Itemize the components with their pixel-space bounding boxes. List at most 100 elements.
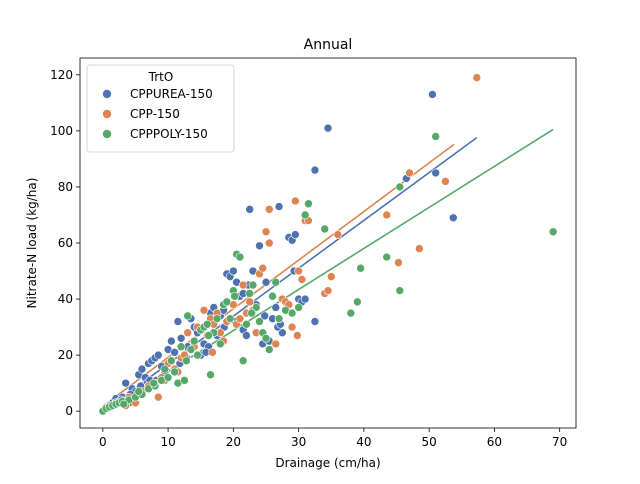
data-point <box>225 314 235 323</box>
data-point <box>271 339 281 349</box>
legend-marker <box>102 89 112 99</box>
data-point <box>271 277 281 287</box>
data-point <box>449 213 458 223</box>
y-tick-label: 80 <box>58 180 73 194</box>
data-point <box>206 370 215 380</box>
legend-label: CPPUREA-150 <box>130 87 213 101</box>
data-point <box>356 263 365 273</box>
data-point <box>173 317 183 326</box>
data-point <box>382 210 392 220</box>
data-point <box>245 297 254 307</box>
data-point <box>160 364 170 374</box>
x-tick-label: 60 <box>487 435 502 449</box>
legend-title: TrtO <box>148 70 174 84</box>
data-point <box>212 314 222 323</box>
x-tick-label: 10 <box>160 435 175 449</box>
data-point <box>245 289 254 298</box>
data-point <box>441 177 450 186</box>
x-tick-label: 0 <box>99 435 107 449</box>
data-point <box>431 132 440 141</box>
chart-title: Annual <box>304 37 353 53</box>
data-point <box>167 336 176 346</box>
data-point <box>431 168 440 178</box>
data-point <box>137 364 147 374</box>
data-point <box>333 230 343 239</box>
data-point <box>260 311 269 321</box>
legend-items: CPPUREA-150 CPP-150 CPPPOLY-150 <box>102 87 213 141</box>
data-point <box>229 266 238 276</box>
data-point <box>394 258 403 267</box>
data-point <box>235 314 245 323</box>
data-point <box>382 252 392 262</box>
data-point <box>222 297 232 307</box>
data-point <box>183 328 192 337</box>
data-point <box>176 342 186 352</box>
data-point <box>291 230 300 239</box>
data-point <box>304 199 313 209</box>
y-tick-label: 20 <box>58 348 73 362</box>
data-point <box>186 345 196 354</box>
data-point <box>258 263 268 273</box>
data-point <box>268 291 277 301</box>
data-point <box>245 205 254 214</box>
y-tick-label: 40 <box>58 292 73 306</box>
data-point <box>134 387 144 396</box>
y-tick-label: 60 <box>58 236 73 250</box>
data-point <box>297 275 307 284</box>
x-tick-label: 30 <box>291 435 306 449</box>
data-point <box>261 334 271 343</box>
y-tick-label: 120 <box>50 68 73 82</box>
data-point <box>346 308 356 318</box>
x-axis-label: Drainage (cm/ha) <box>275 456 380 470</box>
data-point <box>154 392 163 402</box>
data-point <box>193 350 202 360</box>
data-point <box>395 286 405 295</box>
data-point <box>415 244 424 253</box>
data-point <box>189 336 199 346</box>
data-point <box>149 378 159 388</box>
data-point <box>255 241 264 251</box>
legend-label: CPP-150 <box>130 107 180 121</box>
y-axis-ticks: 0 20 40 60 80 100 120 <box>50 68 80 418</box>
data-point <box>310 317 320 326</box>
data-point <box>274 202 284 211</box>
data-point <box>287 322 297 332</box>
data-point <box>242 319 251 329</box>
y-tick-label: 0 <box>65 404 73 418</box>
legend-label: CPPPOLY-150 <box>130 127 208 141</box>
data-point <box>291 196 300 206</box>
data-point <box>119 399 129 409</box>
data-point <box>251 303 261 312</box>
data-point <box>247 308 256 318</box>
data-point <box>264 345 274 354</box>
data-point <box>294 303 303 312</box>
data-point <box>472 73 482 82</box>
data-point <box>310 165 320 175</box>
data-point <box>121 378 130 388</box>
data-point <box>183 311 192 321</box>
data-point <box>238 280 248 290</box>
data-point <box>271 303 281 312</box>
data-point <box>167 356 176 366</box>
data-point <box>202 319 212 329</box>
data-point <box>154 350 163 360</box>
data-point <box>248 280 258 290</box>
data-point <box>176 334 186 343</box>
y-tick-label: 100 <box>50 124 73 138</box>
data-point <box>264 238 274 248</box>
data-point <box>300 210 310 220</box>
data-point <box>320 224 330 234</box>
data-point <box>294 266 303 276</box>
legend: TrtO CPPUREA-150 CPP-150 CPPPOLY-150 <box>86 64 235 153</box>
data-point <box>242 331 251 340</box>
data-point <box>278 328 287 337</box>
legend-box <box>86 64 235 153</box>
y-axis-label: Nitrate-N load (kg/ha) <box>25 178 39 309</box>
x-tick-label: 50 <box>422 435 437 449</box>
data-point <box>264 205 274 214</box>
data-point <box>216 339 225 349</box>
data-point <box>170 367 179 377</box>
data-point <box>170 348 179 357</box>
